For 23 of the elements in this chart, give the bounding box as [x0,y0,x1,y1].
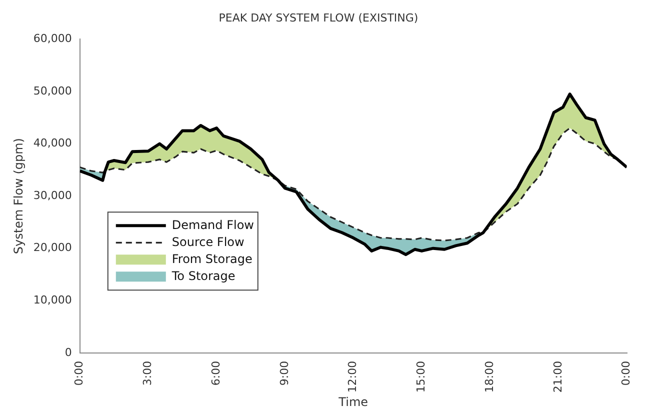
legend-label: Source Flow [172,234,244,249]
y-tick-label: 40,000 [33,136,72,150]
x-tick-label: 0:00 [72,360,86,386]
y-tick-label: 10,000 [33,293,72,306]
y-tick-label: 0 [64,346,72,359]
y-tick-label: 30,000 [33,188,72,202]
legend-label: Demand Flow [172,218,254,232]
x-tick-label: 6:00 [209,360,222,386]
series-label: From Storage [172,252,252,266]
x-tick-label: 12:00 [346,360,360,393]
x-tick-label: 18:00 [482,360,496,393]
x-tick-label: 3:00 [141,360,154,386]
y-tick-label: 60,000 [33,32,72,46]
x-tick-label: 21:00 [551,360,564,393]
x-axis-title: Time [338,394,368,409]
x-tick-label: 9:00 [278,360,291,386]
x-tick-label: 15:00 [414,360,428,393]
chart-title: PEAK DAY SYSTEM FLOW (EXISTING) [218,11,418,24]
legend-label: To Storage [170,268,236,283]
y-tick-label: 20,000 [33,241,72,254]
x-tick-label: 0:00 [620,360,633,386]
y-axis-title: System Flow (gpm) [11,138,26,254]
y-tick-label: 50,000 [33,84,72,98]
